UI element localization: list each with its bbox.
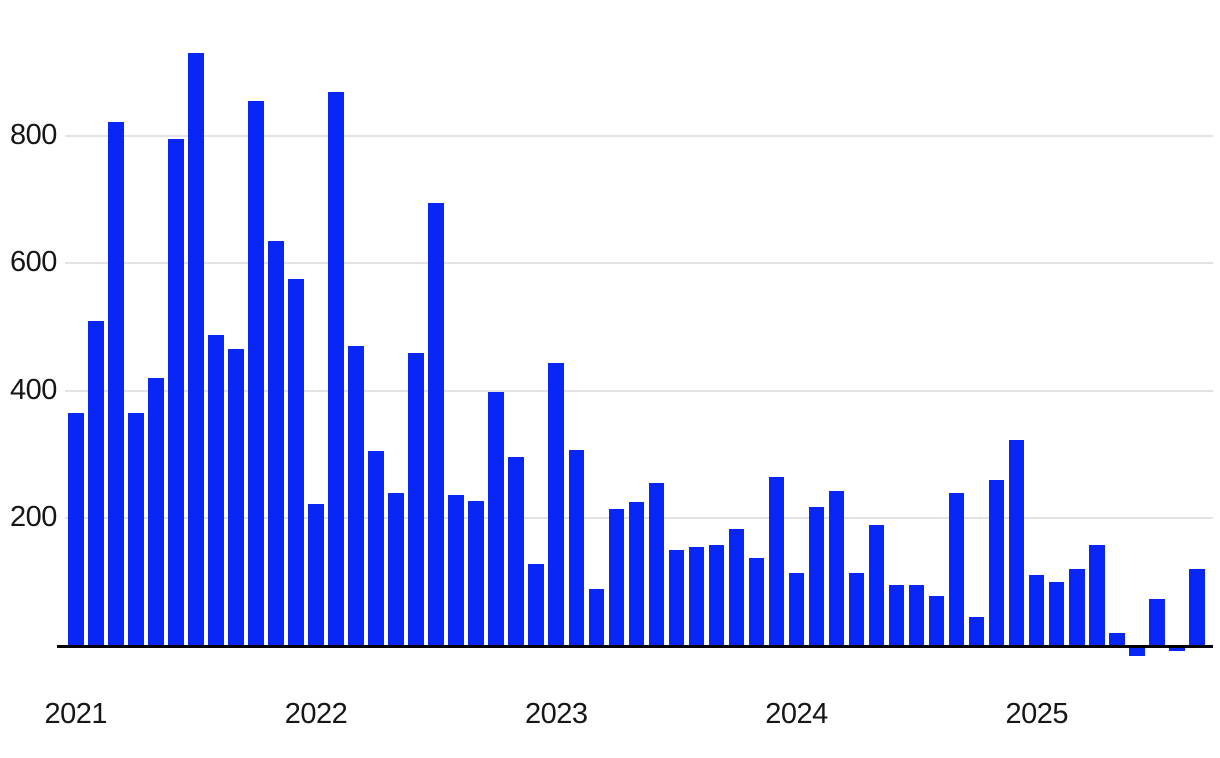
y-gridline	[65, 262, 1213, 265]
y-axis-tick-label: 400	[10, 373, 57, 406]
bar	[728, 529, 745, 646]
bar	[1048, 582, 1065, 646]
bar	[1109, 633, 1125, 646]
y-gridline	[65, 134, 1213, 137]
bar	[708, 545, 725, 646]
bar	[568, 450, 584, 646]
bar	[548, 363, 564, 646]
bar	[508, 456, 524, 646]
y-axis-tick-label: 600	[10, 246, 57, 279]
bar	[668, 550, 685, 646]
x-axis-year-label: 2021	[44, 698, 108, 730]
bar	[228, 349, 244, 646]
bar	[68, 413, 84, 646]
bar	[108, 121, 124, 646]
bar	[148, 378, 164, 646]
y-axis-tick-label: 200	[10, 501, 57, 534]
bar	[188, 52, 204, 646]
bar	[748, 557, 765, 646]
bar	[628, 502, 645, 646]
bar	[488, 392, 504, 646]
bar	[368, 451, 384, 646]
bar	[928, 596, 945, 646]
bar	[968, 616, 985, 646]
bar	[88, 320, 104, 646]
bar	[1169, 648, 1185, 651]
bar	[268, 240, 284, 646]
bar	[248, 100, 264, 646]
bar	[288, 279, 304, 646]
x-axis-year-label: 2025	[1005, 698, 1068, 730]
bar	[588, 588, 605, 646]
bar	[128, 413, 144, 646]
x-axis-year-label: 2022	[284, 698, 348, 730]
bar	[168, 138, 184, 646]
bar	[208, 335, 224, 646]
bar	[1069, 569, 1085, 646]
bar	[348, 346, 364, 646]
bar	[1149, 599, 1165, 646]
bar	[428, 202, 444, 646]
bar	[648, 483, 665, 646]
bar	[988, 480, 1005, 646]
bar	[1089, 545, 1105, 646]
bar	[1028, 574, 1045, 646]
y-axis-tick-label: 800	[10, 118, 57, 151]
bar	[388, 492, 404, 646]
bar	[788, 572, 805, 646]
bar	[1129, 648, 1145, 657]
bar	[608, 508, 625, 646]
bar	[688, 547, 705, 646]
bar	[848, 572, 865, 646]
bar	[888, 585, 905, 646]
x-axis-year-label: 2024	[765, 698, 828, 730]
bar	[948, 492, 965, 646]
bar	[408, 352, 424, 646]
bar	[448, 494, 464, 646]
bar	[328, 92, 344, 646]
bar	[528, 564, 544, 646]
bar	[868, 524, 885, 646]
bar	[908, 585, 925, 646]
bar	[808, 506, 825, 646]
bar	[1189, 569, 1205, 646]
y-gridline	[65, 389, 1213, 392]
bar	[1008, 439, 1025, 646]
x-axis-year-label: 2023	[524, 698, 588, 730]
bar	[828, 490, 845, 646]
bar	[468, 500, 484, 646]
x-axis-line	[57, 645, 1213, 648]
bar	[308, 504, 324, 646]
bar	[768, 476, 785, 646]
